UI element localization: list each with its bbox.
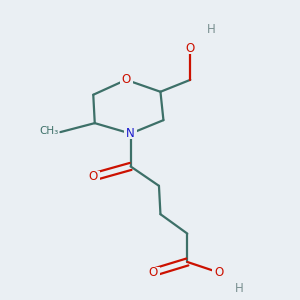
Text: O: O (88, 170, 98, 183)
Text: CH₃: CH₃ (40, 127, 59, 136)
Bar (119, 74, 133, 85)
Bar (212, 267, 225, 278)
Text: O: O (122, 73, 131, 86)
Text: N: N (126, 127, 135, 140)
Text: O: O (186, 42, 195, 55)
Bar (184, 43, 197, 54)
Text: H: H (235, 282, 244, 296)
Bar (124, 128, 137, 139)
Text: H: H (207, 22, 216, 36)
Text: O: O (148, 266, 158, 279)
Bar (87, 171, 100, 182)
Bar (146, 267, 160, 278)
Text: O: O (214, 266, 223, 279)
